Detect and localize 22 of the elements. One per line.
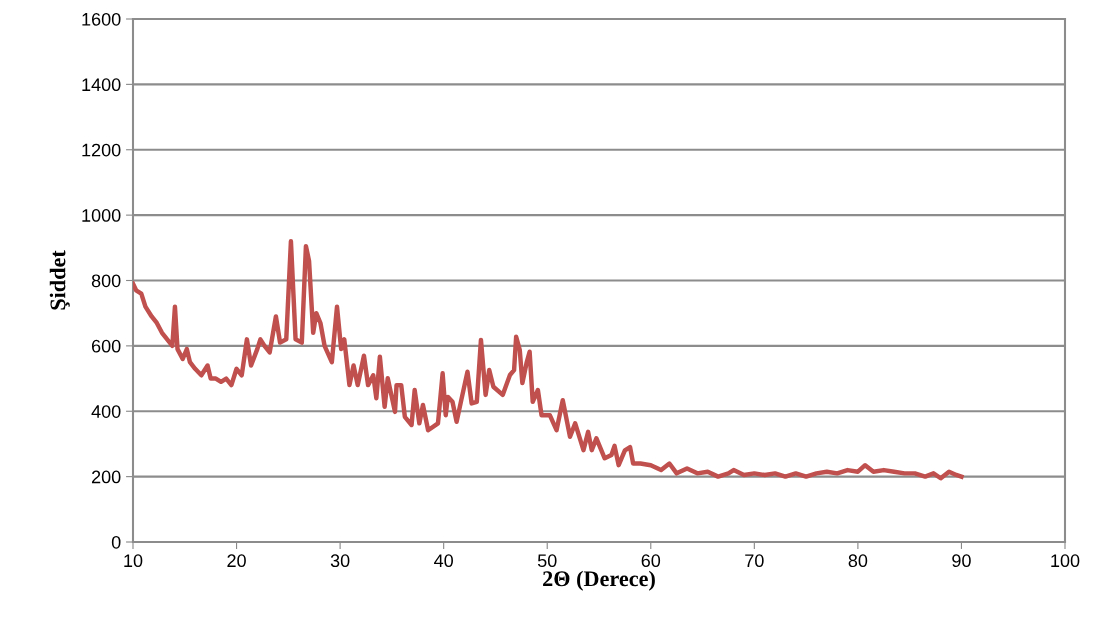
x-tick-label: 80 <box>848 554 868 568</box>
y-tick-label: 1600 <box>82 12 121 26</box>
y-tick-label: 1000 <box>82 209 121 222</box>
x-tick-label: 70 <box>745 554 764 568</box>
line-series <box>133 239 964 481</box>
y-tick-label: 200 <box>91 470 121 484</box>
x-tick-label: 90 <box>952 554 971 568</box>
y-tick-label: 1200 <box>82 143 121 157</box>
y-axis-title: Şiddet <box>49 250 70 310</box>
y-tick-label: 600 <box>91 339 121 353</box>
x-tick-label: 40 <box>434 554 453 568</box>
y-tick-label: 1400 <box>82 78 121 92</box>
x-tick-label: 30 <box>330 554 350 568</box>
y-tick-label: 800 <box>91 274 121 288</box>
x-tick-label: 50 <box>537 554 557 568</box>
y-tick-label: 0 <box>111 535 121 549</box>
x-tick-label: 10 <box>124 554 143 568</box>
x-tick-label: 60 <box>641 554 661 568</box>
x-tick-label: 100 <box>1051 554 1080 568</box>
x-axis-title: 2Θ (Derece) <box>543 570 655 591</box>
x-tick-label: 20 <box>227 554 246 568</box>
y-tick-label: 400 <box>91 405 121 418</box>
